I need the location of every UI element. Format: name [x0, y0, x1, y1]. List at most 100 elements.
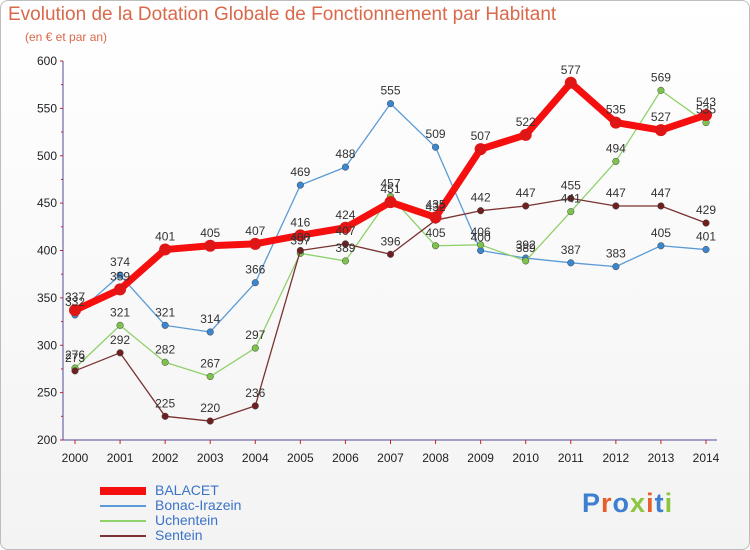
data-label: 535	[606, 103, 626, 117]
y-tick-label: 400	[37, 244, 57, 258]
data-label: 236	[245, 386, 265, 400]
data-label: 527	[651, 110, 671, 124]
data-label: 276	[65, 348, 85, 362]
data-point	[567, 259, 575, 267]
x-tick-label: 2001	[107, 451, 134, 465]
data-label: 397	[290, 233, 310, 247]
data-label: 447	[606, 186, 626, 200]
logo-letter: x	[630, 488, 647, 518]
data-label: 225	[155, 396, 175, 410]
data-label: 401	[155, 230, 175, 244]
legend-label: Uchentein	[155, 512, 219, 528]
data-point	[657, 86, 665, 94]
data-label: 321	[155, 305, 175, 319]
data-label: 416	[290, 215, 310, 229]
logo-letter: t	[654, 488, 665, 518]
data-point	[567, 208, 575, 216]
data-label: 314	[200, 312, 220, 326]
x-tick-label: 2014	[693, 451, 720, 465]
data-point	[522, 202, 530, 210]
x-tick-label: 2012	[603, 451, 630, 465]
data-point	[477, 241, 485, 249]
data-point	[161, 321, 169, 329]
data-point	[702, 219, 710, 227]
data-point	[432, 242, 440, 250]
data-point	[519, 128, 532, 141]
data-label: 405	[426, 226, 446, 240]
data-label: 488	[335, 147, 355, 161]
data-point	[296, 246, 304, 255]
data-label: 455	[561, 178, 581, 192]
data-point	[612, 202, 620, 210]
y-tick-label: 250	[37, 386, 57, 400]
data-point	[116, 271, 124, 279]
data-label: 457	[380, 176, 400, 190]
data-label: 366	[245, 263, 265, 277]
data-point	[251, 279, 259, 287]
data-label: 522	[516, 115, 536, 129]
data-label: 387	[561, 243, 581, 257]
data-point	[657, 202, 665, 210]
data-point	[612, 157, 620, 165]
data-point	[159, 243, 172, 256]
data-point	[702, 246, 710, 254]
data-point	[206, 372, 214, 381]
x-tick-label: 2005	[287, 451, 314, 465]
legend-label: Bonac-Irazein	[155, 497, 242, 513]
data-label: 405	[651, 226, 671, 240]
data-point	[522, 257, 530, 265]
data-label: 569	[651, 70, 671, 84]
data-point	[432, 143, 440, 151]
data-point	[384, 196, 397, 209]
data-label: 555	[380, 84, 400, 98]
x-tick-label: 2003	[197, 451, 224, 465]
legend-swatch	[100, 487, 146, 495]
data-point	[69, 304, 81, 317]
data-label: 442	[471, 191, 491, 205]
data-label: 577	[561, 63, 581, 77]
data-label: 543	[696, 95, 716, 109]
data-point	[429, 211, 442, 224]
y-tick-label: 500	[37, 149, 57, 163]
data-label: 407	[245, 224, 265, 238]
data-point	[567, 194, 575, 202]
x-tick-label: 2000	[62, 451, 89, 465]
data-label: 400	[471, 231, 491, 245]
data-label: 392	[516, 238, 536, 252]
data-point	[204, 239, 217, 252]
logo-letter: i	[664, 488, 674, 518]
data-point	[296, 181, 304, 189]
data-label: 401	[696, 230, 716, 244]
y-tick-label: 550	[37, 101, 57, 115]
data-label: 220	[200, 401, 220, 415]
data-label: 332	[65, 295, 85, 309]
data-label: 297	[245, 328, 265, 342]
x-tick-label: 2002	[152, 451, 179, 465]
data-point	[114, 283, 127, 296]
data-label: 396	[380, 234, 400, 248]
data-point	[206, 328, 214, 336]
legend-swatch	[100, 520, 146, 522]
data-point	[612, 263, 620, 271]
data-label: 383	[606, 247, 626, 261]
x-tick-label: 2004	[242, 451, 269, 465]
data-label: 469	[290, 165, 310, 179]
data-point	[609, 116, 622, 129]
data-point	[341, 163, 349, 171]
data-point	[341, 240, 349, 248]
data-label: 405	[200, 226, 220, 240]
data-point	[251, 402, 259, 410]
legend-label: BALACET	[155, 482, 219, 498]
data-label: 359	[110, 269, 130, 283]
legend-swatch	[100, 505, 146, 507]
chart-title: Evolution de la Dotation Globale de Fonc…	[8, 4, 557, 25]
data-label: 292	[110, 333, 130, 347]
y-tick-label: 200	[37, 433, 57, 447]
data-point	[341, 257, 349, 265]
chart-axes: 200 250 300 350 400 450 500 550 600 2000 2001 2002 2…	[37, 54, 720, 465]
legend-label: Sentein	[155, 527, 203, 543]
logo-letter: i	[646, 488, 655, 518]
data-label: 374	[110, 255, 130, 269]
data-label: 400	[290, 231, 310, 245]
